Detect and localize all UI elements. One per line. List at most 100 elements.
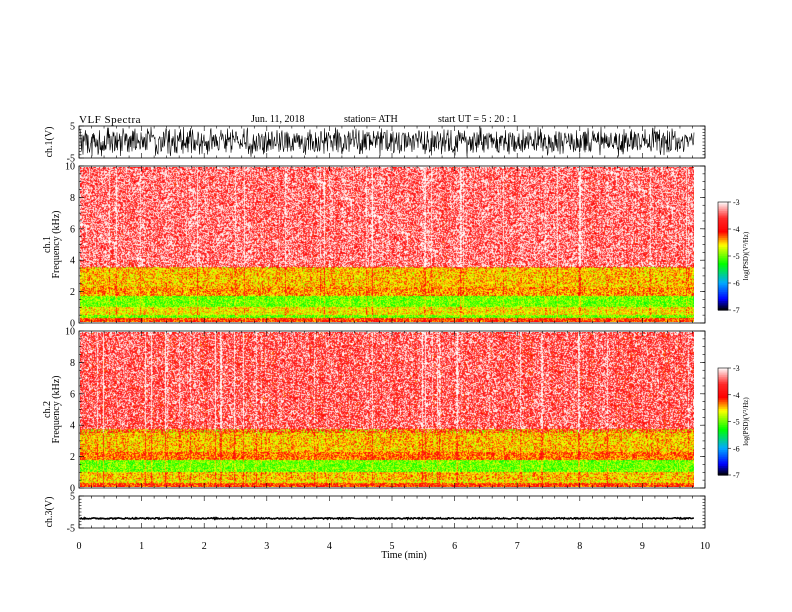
colorbar-swatch [718,460,728,464]
colorbar-swatch [718,435,728,439]
colorbar-swatch [718,306,728,309]
colorbar-swatch [718,293,728,297]
colorbar-swatch [718,223,728,226]
colorbar-swatch [718,288,728,291]
colorbar-swatch [718,245,728,248]
colorbar-swatch [718,250,728,253]
colorbar-tick-label: -5 [733,252,740,261]
colorbar-swatch [718,458,728,462]
colorbar-swatch [718,220,728,223]
x-axis-label: Time (min) [381,550,426,561]
colorbar-swatch [718,410,728,414]
colorbar-swatch [718,401,728,405]
colorbar-swatch [718,373,728,376]
y-axis-label: ch.1 [42,236,53,253]
y-tick-label: 5 [70,122,75,133]
y-axis-label: ch.2 [42,401,53,418]
colorbar-swatch [718,241,728,244]
colorbar-swatch [718,234,728,237]
colorbar-swatch [718,400,728,403]
colorbar-swatch [718,216,728,219]
colorbar-swatch [718,281,728,284]
colorbar-swatch [718,428,728,432]
colorbar-swatch [718,203,728,207]
colorbar-swatch [718,218,728,221]
colorbar-swatch [718,473,728,476]
colorbar-swatch [718,392,728,396]
colorbar-swatch [718,265,728,268]
colorbar-swatch [718,268,728,271]
colorbar-swatch [718,263,728,266]
colorbar-swatch [718,455,728,458]
colorbar-swatch [718,236,728,239]
x-tick-label: 0 [77,541,82,552]
colorbar-tick-label: -3 [733,364,740,373]
colorbar-label: log(PSD)(V²/Hz) [742,231,750,280]
colorbar-swatch [718,232,728,235]
colorbar-swatch [718,221,728,225]
colorbar-swatch [718,230,728,234]
colorbar-swatch [718,382,728,385]
colorbar-swatch [718,416,728,419]
colorbar-swatch [718,369,728,373]
colorbar-tick-label: -5 [733,418,740,427]
colorbar-swatch [718,239,728,243]
y-tick-label: 4 [70,256,75,267]
colorbar-swatch [718,257,728,261]
colorbar-swatch [718,205,728,208]
y-tick-label: 8 [70,358,75,369]
colorbar-swatch [718,433,728,437]
colorbar-swatch [718,238,728,241]
colorbar-swatch [718,302,728,306]
colorbar-swatch [718,451,728,455]
y-tick-label: 10 [65,327,75,338]
colorbar-swatch [718,295,728,298]
colorbar-swatch [718,225,728,228]
y-tick-label: 2 [70,287,75,298]
colorbar-swatch [718,299,728,302]
colorbar-swatch [718,261,728,264]
colorbar-swatch [718,407,728,410]
colorbar-tick-label: -4 [733,391,740,400]
colorbar-swatch [718,437,728,440]
colorbar-swatch [718,202,728,205]
y-tick-label: -5 [67,154,75,165]
colorbar-swatch [718,432,728,435]
colorbar-swatch [718,376,728,380]
y-tick-label: 4 [70,421,75,432]
x-tick-label: 8 [577,541,582,552]
colorbar-swatch [718,417,728,421]
colorbar-swatch [718,266,728,270]
y-tick-label: 5 [70,492,75,503]
colorbar-swatch [718,279,728,282]
colorbar-swatch [718,441,728,444]
colorbar-swatch [718,283,728,286]
colorbar-tick-label: -6 [733,444,740,453]
colorbar-swatch [718,270,728,273]
colorbar-swatch [718,284,728,288]
station-label: station= ATH [344,114,398,125]
colorbar-swatch [718,462,728,465]
colorbar-swatch [718,248,728,252]
colorbar-swatch [718,229,728,232]
chart-title: VLF Spectra [79,114,142,126]
colorbar-swatch [718,448,728,451]
colorbar-swatch [718,274,728,277]
x-tick-label: 6 [452,541,457,552]
colorbar-swatch [718,444,728,448]
colorbar-swatch [718,469,728,473]
colorbar-label: log(PSD)(V²/Hz) [742,397,750,446]
x-tick-label: 1 [139,541,144,552]
x-tick-label: 4 [327,541,332,552]
colorbar-swatch [718,214,728,217]
colorbar-tick-label: -6 [733,279,740,288]
date-label: Jun. 11, 2018 [251,114,305,125]
colorbar-swatch [718,409,728,412]
colorbar-swatch [718,272,728,275]
colorbar-swatch [718,453,728,456]
colorbar-swatch [718,290,728,293]
colorbar-swatch [718,211,728,214]
spectrogram-ch1 [80,167,694,322]
x-tick-label: 2 [202,541,207,552]
colorbar-swatch [718,423,728,426]
